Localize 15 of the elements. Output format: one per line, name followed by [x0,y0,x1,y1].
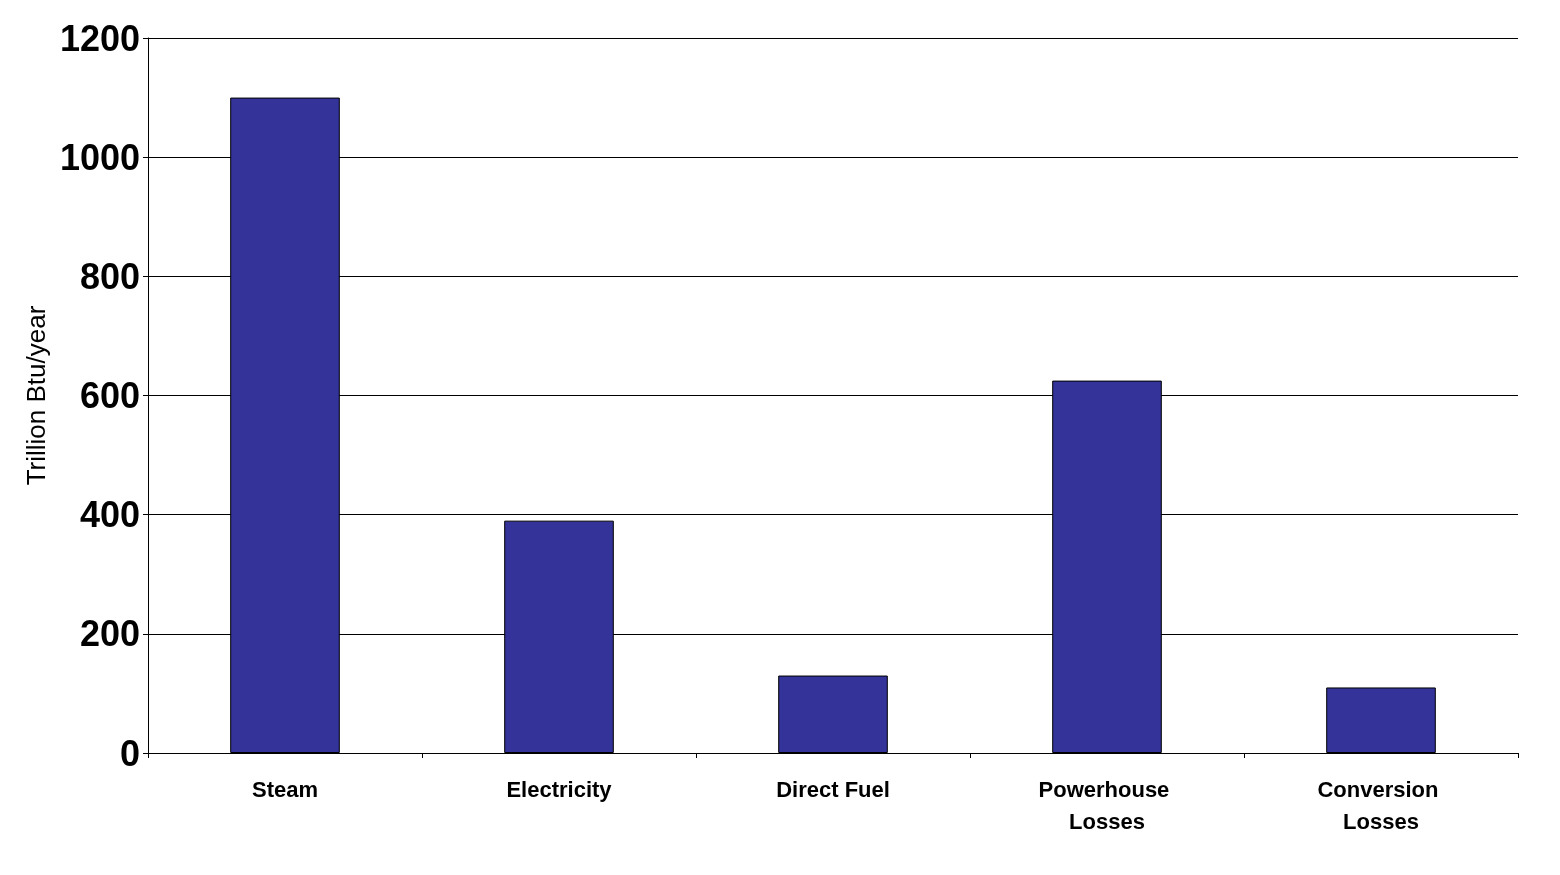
x-tick-label: Direct Fuel [776,776,890,802]
y-axis-title: Trillion Btu/year [21,305,52,486]
bar [778,675,888,753]
y-tick-label: 200 [79,613,140,655]
x-tick-label: Conversion Losses [1317,776,1445,834]
x-tick-label: Powerhouse Losses [1038,776,1176,834]
y-tick-label: 600 [79,375,140,416]
y-tick-label: 800 [79,255,140,297]
x-tick-label: Electricity [506,776,613,802]
x-tick-label: Steam [251,776,319,802]
y-tick-label: 0 [119,732,140,774]
y-tick-label: 1000 [59,136,140,178]
y-tick-label: 400 [79,494,140,536]
y-tick-label: 1200 [59,17,140,59]
bar [1326,687,1436,753]
